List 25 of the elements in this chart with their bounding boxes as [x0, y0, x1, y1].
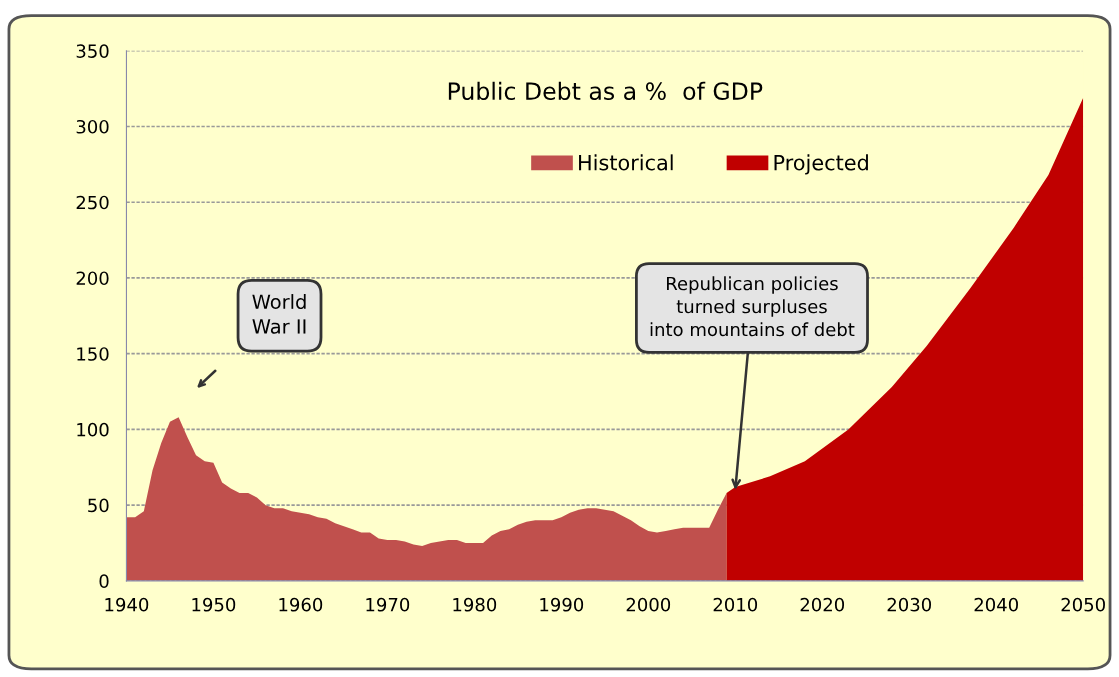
- annotation: Republican policies turned surpluses into mountains of debt: [650, 276, 855, 337]
- x-tick-label: 2020: [800, 597, 845, 612]
- legend-label: Historical: [579, 154, 673, 171]
- x-tick-label: 1960: [279, 597, 323, 612]
- x-tick-label: 2050: [1061, 597, 1105, 612]
- x-tick-label: 1940: [105, 597, 149, 612]
- x-tick-label: 2040: [974, 597, 1018, 612]
- text: Public Debt as a % of GDP: [448, 81, 763, 101]
- annotation: World War II: [252, 294, 306, 334]
- x-tick-label: 1990: [540, 597, 584, 612]
- x-tick-label: 2000: [626, 597, 671, 612]
- y-tick-label: 100: [77, 422, 109, 437]
- x-tick-label: 1950: [192, 597, 236, 612]
- y-tick-label: 350: [76, 44, 109, 58]
- x-tick-label: 1980: [453, 597, 497, 612]
- x-tick-label: 2010: [713, 597, 758, 612]
- x-tick-label: 1970: [366, 597, 410, 612]
- legend-label: Projected: [774, 154, 868, 175]
- y-tick-label: 150: [77, 347, 109, 361]
- y-tick-label: 0: [99, 574, 109, 588]
- y-tick-label: 200: [76, 271, 109, 286]
- y-tick-label: 300: [76, 119, 109, 134]
- y-tick-label: 50: [88, 498, 109, 513]
- y-tick-label: 250: [76, 195, 109, 210]
- x-tick-label: 2030: [887, 597, 932, 612]
